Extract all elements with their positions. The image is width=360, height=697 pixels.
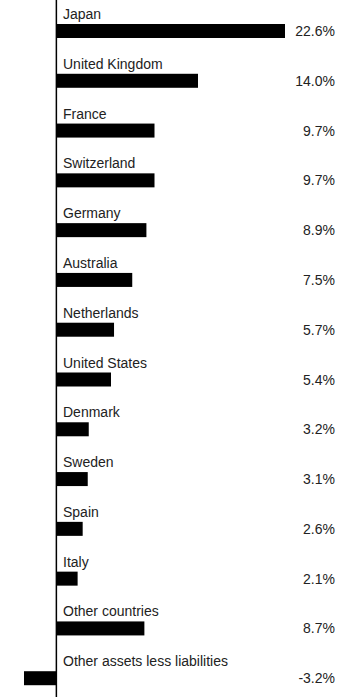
svg-text:Australia: Australia bbox=[63, 255, 118, 271]
svg-text:Spain: Spain bbox=[63, 504, 99, 520]
svg-text:United Kingdom: United Kingdom bbox=[63, 56, 163, 72]
svg-text:5.7%: 5.7% bbox=[303, 322, 335, 338]
svg-text:France: France bbox=[63, 106, 107, 122]
svg-text:14.0%: 14.0% bbox=[295, 73, 335, 89]
svg-text:22.6%: 22.6% bbox=[295, 23, 335, 39]
svg-text:8.7%: 8.7% bbox=[303, 620, 335, 636]
svg-text:9.7%: 9.7% bbox=[303, 172, 335, 188]
svg-text:7.5%: 7.5% bbox=[303, 272, 335, 288]
svg-text:-3.2%: -3.2% bbox=[298, 670, 335, 686]
svg-text:5.4%: 5.4% bbox=[303, 372, 335, 388]
svg-text:3.1%: 3.1% bbox=[303, 471, 335, 487]
svg-text:Japan: Japan bbox=[63, 6, 101, 22]
svg-text:Netherlands: Netherlands bbox=[63, 305, 139, 321]
svg-text:2.1%: 2.1% bbox=[303, 571, 335, 587]
svg-text:Switzerland: Switzerland bbox=[63, 155, 135, 171]
svg-text:9.7%: 9.7% bbox=[303, 123, 335, 139]
svg-text:Sweden: Sweden bbox=[63, 454, 114, 470]
svg-text:3.2%: 3.2% bbox=[303, 421, 335, 437]
svg-text:United States: United States bbox=[63, 355, 147, 371]
svg-text:Other assets less liabilities: Other assets less liabilities bbox=[63, 653, 228, 669]
svg-text:Denmark: Denmark bbox=[63, 404, 121, 420]
svg-text:8.9%: 8.9% bbox=[303, 222, 335, 238]
svg-text:2.6%: 2.6% bbox=[303, 521, 335, 537]
svg-text:Germany: Germany bbox=[63, 205, 121, 221]
svg-text:Other countries: Other countries bbox=[63, 603, 159, 619]
svg-text:Italy: Italy bbox=[63, 554, 89, 570]
